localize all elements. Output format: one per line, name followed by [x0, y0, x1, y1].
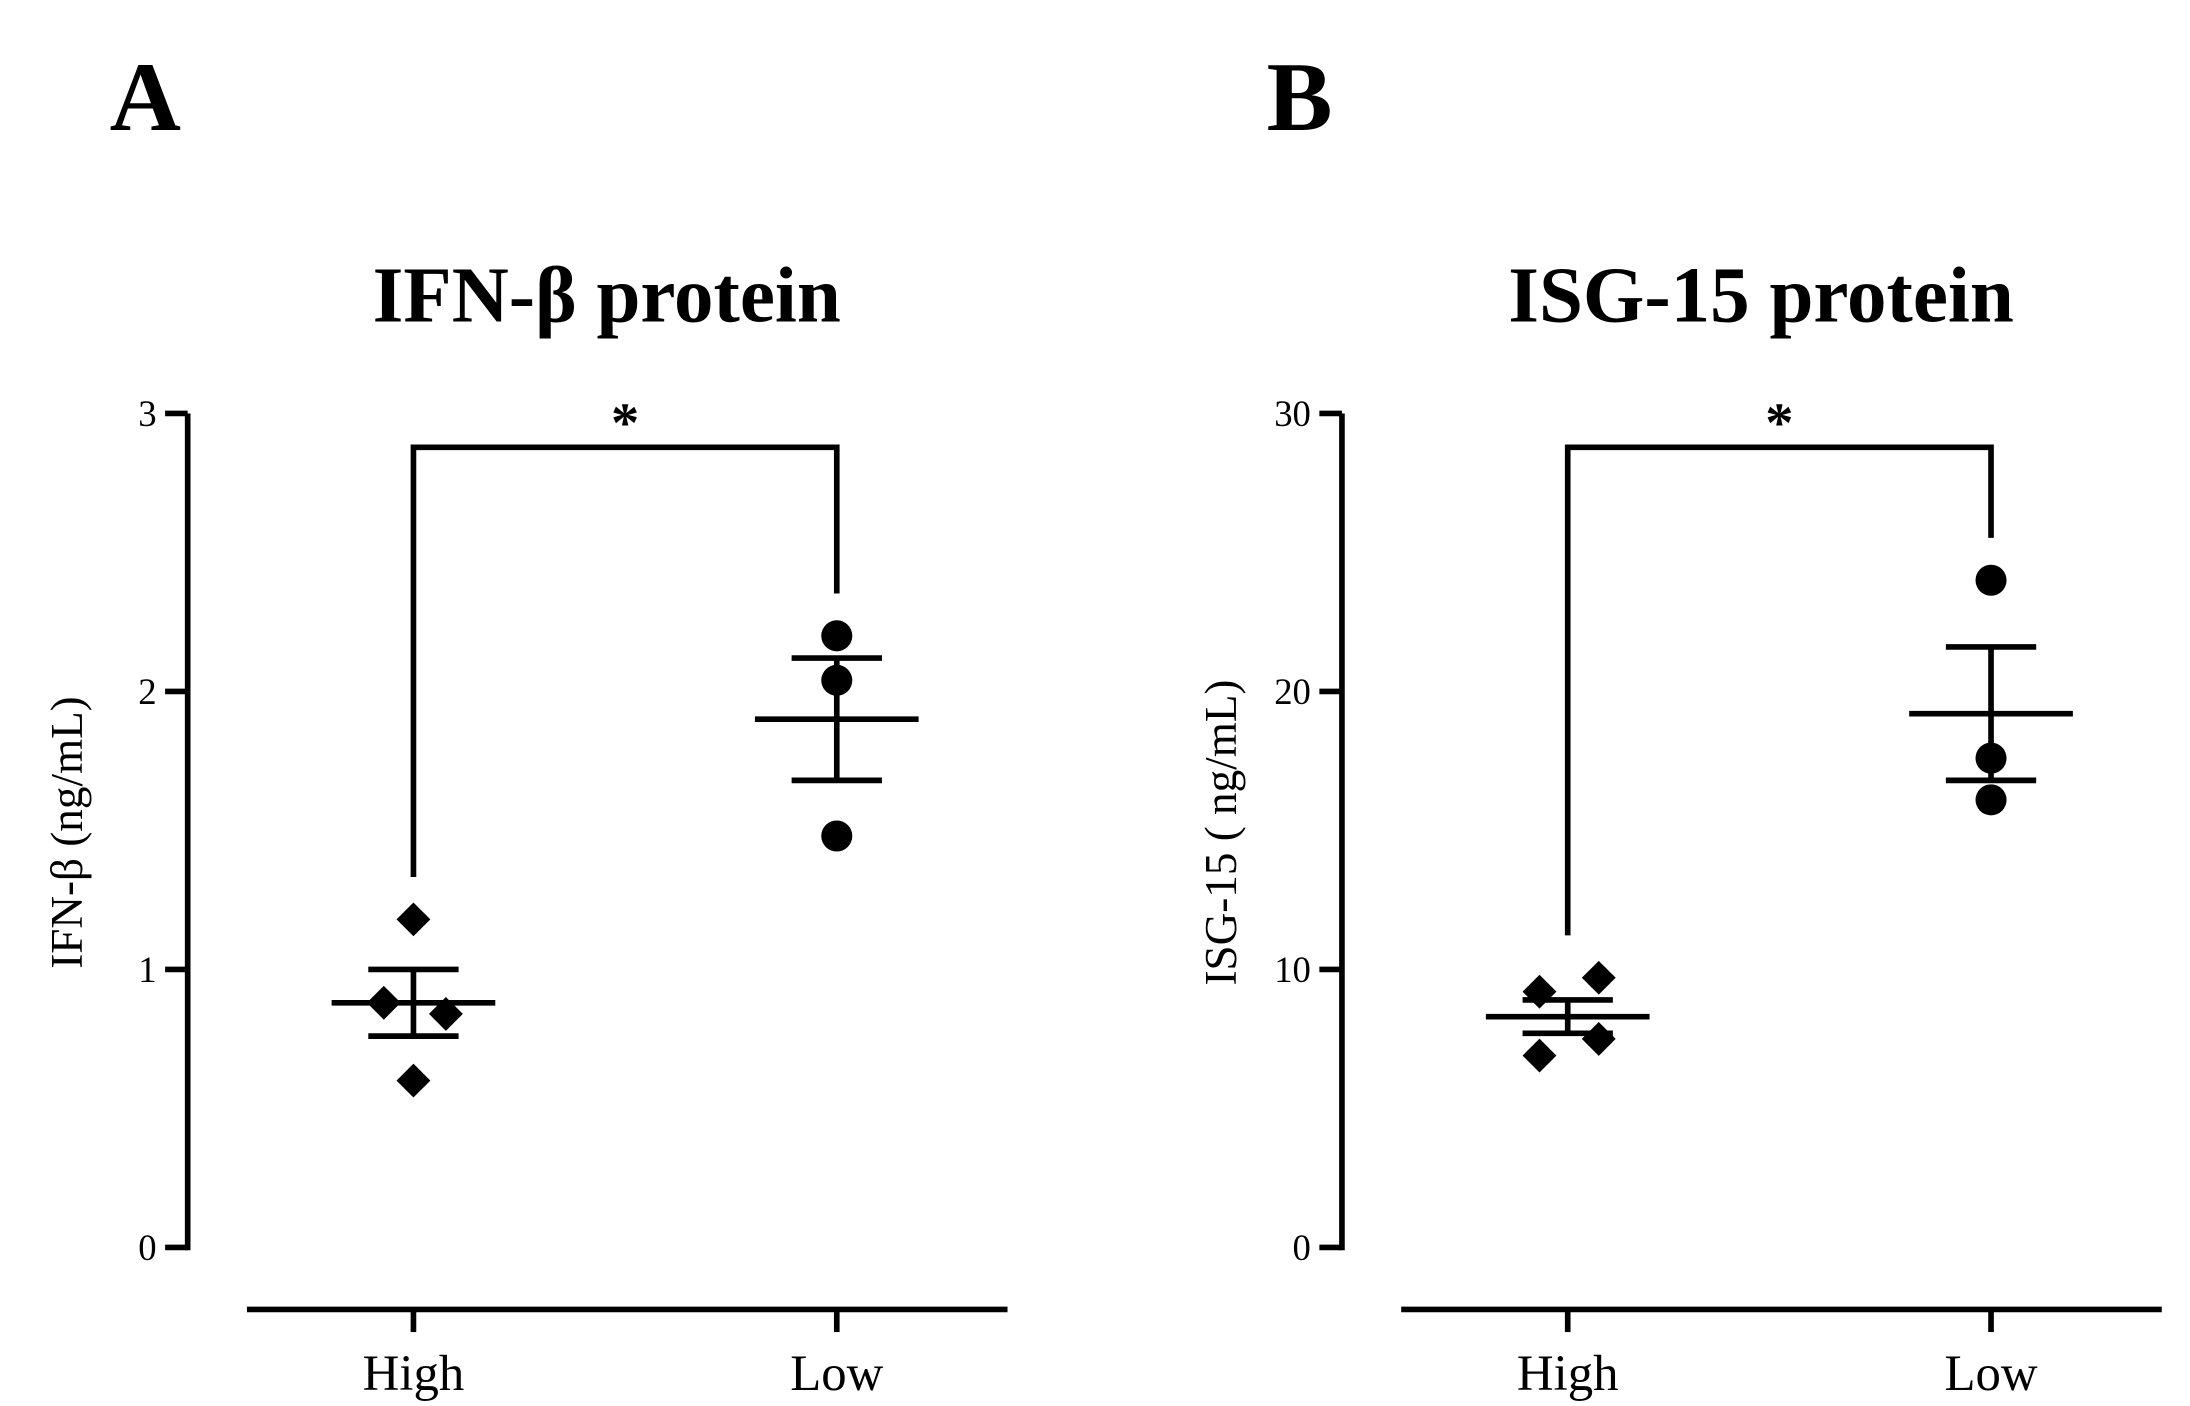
panel: B ISG-15 protein ISG-15 ( ng/mL) 0 10 20 30 Hig…: [1196, 43, 2162, 1401]
error-bar: [368, 966, 459, 1039]
y-tick-label: 1: [138, 949, 156, 990]
data-point: [1975, 784, 2007, 816]
x-tick-label: Low: [790, 1345, 883, 1401]
panel-label: A: [110, 43, 181, 152]
data-point: [1522, 1038, 1557, 1073]
y-tick-label: 30: [1274, 393, 1311, 434]
error-bar: [791, 655, 882, 784]
data-point: [396, 902, 431, 937]
error-bar: [1522, 997, 1613, 1037]
data-point: [1581, 960, 1616, 995]
significance-label: *: [611, 393, 639, 455]
x-tick-label: High: [363, 1345, 465, 1401]
data-point: [396, 1063, 431, 1098]
y-tick-label: 3: [138, 393, 156, 434]
chart-title: IFN-β protein: [373, 253, 841, 340]
y-tick-label: 20: [1274, 671, 1311, 712]
y-tick-label: 10: [1274, 949, 1311, 990]
y-axis-label: IFN-β (ng/mL): [42, 696, 92, 968]
significance-bracket: [1564, 444, 1994, 936]
y-tick-label: 2: [138, 671, 156, 712]
data-point: [1581, 1021, 1616, 1056]
significance-bracket: [410, 444, 840, 878]
data-point: [1975, 564, 2007, 596]
data-point: [821, 620, 853, 652]
panel: A IFN-β protein IFN-β (ng/mL) 0 1 2 3 High Low *: [42, 43, 1008, 1401]
y-tick-label: 0: [1293, 1227, 1311, 1268]
x-tick-label: Low: [1944, 1345, 2037, 1401]
significance-label: *: [1765, 393, 1793, 455]
error-bar: [1945, 644, 2037, 784]
data-point: [821, 820, 853, 852]
data-point: [1522, 974, 1557, 1009]
chart-title: ISG-15 protein: [1508, 253, 2014, 340]
panel-label: B: [1267, 43, 1333, 152]
y-tick-label: 0: [138, 1227, 156, 1268]
x-tick-label: High: [1517, 1345, 1619, 1401]
y-axis-label: ISG-15 ( ng/mL): [1196, 680, 1246, 986]
